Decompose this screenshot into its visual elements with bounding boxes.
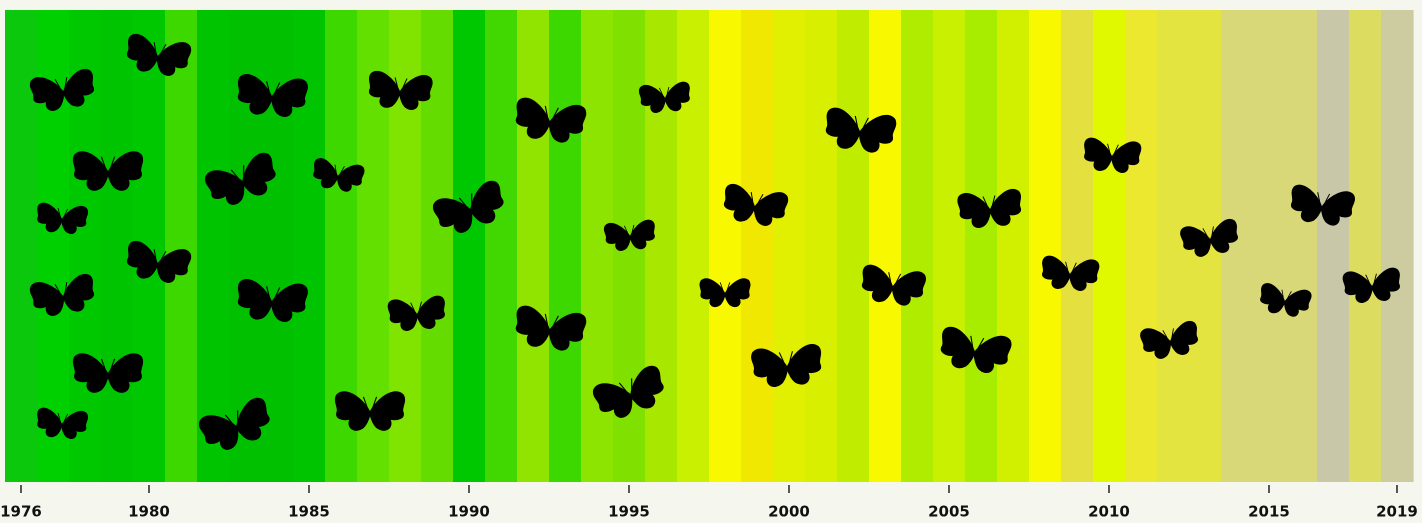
butterfly [368, 71, 433, 110]
butterfly [699, 278, 751, 308]
butterfly [37, 407, 89, 439]
butterfly [126, 241, 192, 283]
butterfly [432, 180, 504, 233]
butterfly [957, 189, 1022, 228]
stripe [453, 10, 486, 482]
stripe [197, 10, 230, 482]
stripe [901, 10, 934, 482]
stripe [549, 10, 582, 482]
stripe [869, 10, 902, 482]
butterfly [1084, 137, 1142, 173]
stripe [741, 10, 774, 482]
butterfly [1140, 321, 1198, 359]
stripe [1381, 10, 1414, 482]
stripe [1253, 10, 1286, 482]
stripe [1093, 10, 1126, 482]
stripe [997, 10, 1030, 482]
x-tick-label: 2005 [928, 503, 970, 521]
butterfly [515, 305, 587, 351]
stripe [933, 10, 966, 482]
butterfly [29, 69, 95, 111]
butterfly [723, 184, 789, 226]
butterfly [72, 151, 144, 191]
stripe [709, 10, 742, 482]
butterfly [387, 295, 445, 331]
butterfly [72, 353, 144, 393]
butterfly [126, 34, 192, 76]
x-tick-label: 2015 [1248, 503, 1290, 521]
butterflies [29, 34, 1400, 450]
butterfly [334, 391, 406, 431]
x-tick-label: 1980 [128, 503, 170, 521]
x-tick-label: 2010 [1088, 503, 1130, 521]
butterfly [29, 274, 95, 316]
butterfly [861, 264, 926, 306]
stripe [1285, 10, 1318, 482]
stripe [773, 10, 806, 482]
stripe [805, 10, 838, 482]
x-tick-label: 1995 [608, 503, 650, 521]
butterfly [198, 397, 270, 450]
butterfly [825, 107, 897, 153]
butterfly [313, 158, 365, 192]
stripe [165, 10, 198, 482]
stripe [677, 10, 710, 482]
butterfly [592, 365, 664, 418]
butterfly [940, 326, 1012, 374]
butterfly [237, 279, 308, 322]
stripe [485, 10, 518, 482]
stripe [101, 10, 134, 482]
x-axis: 1976 1980 1985 1990 1995 2000 2005 2010 2015 2019 [0, 485, 1418, 521]
butterfly [1180, 219, 1238, 257]
butterfly [603, 219, 655, 251]
x-tick-label: 1985 [288, 503, 330, 521]
x-tick-label: 2000 [768, 503, 810, 521]
butterfly [1342, 267, 1400, 303]
stripe [1349, 10, 1382, 482]
butterfly [751, 344, 822, 387]
stripe [1125, 10, 1158, 482]
butterfly [1042, 255, 1100, 291]
butterfly [1260, 283, 1312, 317]
stripe [965, 10, 998, 482]
stripe [645, 10, 678, 482]
stripe [1061, 10, 1094, 482]
stripe [837, 10, 870, 482]
butterfly [638, 81, 690, 113]
butterfly [1290, 184, 1355, 226]
butterfly [204, 152, 276, 205]
x-tick-label: 1990 [448, 503, 490, 521]
butterfly [37, 202, 89, 234]
stripe [517, 10, 550, 482]
x-tick-label: 2019 [1376, 503, 1418, 521]
stripe [1029, 10, 1062, 482]
x-tick-label: 1976 [0, 503, 42, 521]
stripe [1317, 10, 1350, 482]
butterfly [237, 74, 308, 117]
butterfly [515, 97, 587, 143]
